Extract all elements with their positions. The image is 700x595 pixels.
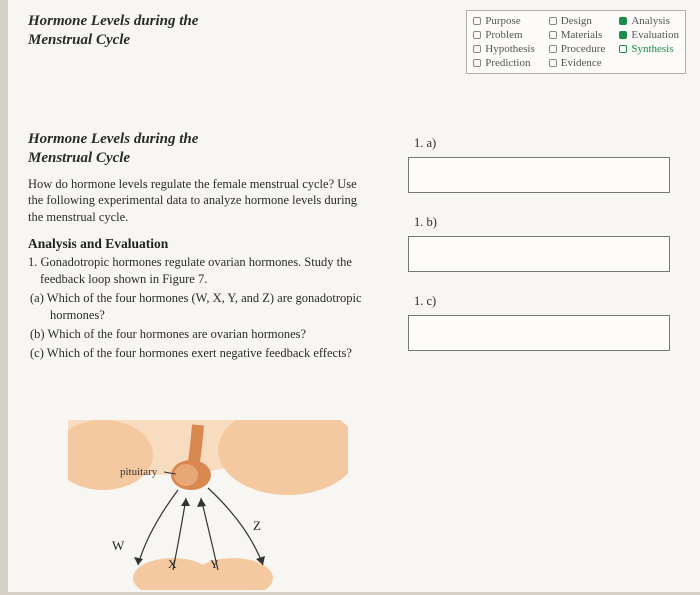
checkbox-icon: [549, 17, 557, 25]
checklist: Purpose Problem Hypothesis Prediction Desig…: [466, 10, 686, 74]
checklist-col-2: Design Materials Procedure Evidence: [549, 15, 606, 69]
checklist-label: Problem: [485, 29, 522, 41]
answer-column: 1. a) 1. b) 1. c): [408, 136, 678, 373]
checkbox-icon: [473, 59, 481, 67]
checkbox-icon: [549, 31, 557, 39]
answer-box-c[interactable]: [408, 315, 670, 351]
subtitle-line1: Hormone Levels during the: [28, 131, 198, 147]
intro-text: How do hormone levels regulate the femal…: [28, 176, 358, 227]
checkbox-icon: [473, 31, 481, 39]
checklist-item: Synthesis: [619, 43, 679, 55]
label-X: X: [168, 557, 177, 571]
checklist-item: Evidence: [549, 57, 606, 69]
q1c: (c) Which of the four hormones exert neg…: [28, 345, 373, 362]
checklist-label: Materials: [561, 29, 603, 41]
checklist-item: Prediction: [473, 57, 535, 69]
checkbox-icon: [549, 45, 557, 53]
checkbox-icon: [473, 45, 481, 53]
answer-box-a[interactable]: [408, 157, 670, 193]
answer-label-b: 1. b): [408, 215, 678, 230]
answer-label-c: 1. c): [408, 294, 678, 309]
question-list: 1. Gonadotropic hormones regulate ovaria…: [28, 254, 373, 361]
checklist-label: Hypothesis: [485, 43, 535, 55]
label-Z: Z: [253, 518, 261, 533]
answer-label-a: 1. a): [408, 136, 678, 151]
checklist-item: Materials: [549, 29, 606, 41]
checklist-label: Evaluation: [631, 29, 679, 41]
checklist-item: Design: [549, 15, 606, 27]
checklist-label: Synthesis: [631, 43, 673, 55]
checklist-label: Prediction: [485, 57, 530, 69]
label-Y: Y: [210, 557, 219, 571]
q1-lead: 1. Gonadotropic hormones regulate ovaria…: [28, 254, 373, 288]
pituitary-label: pituitary: [120, 466, 158, 478]
checkbox-icon: [619, 17, 627, 25]
checkbox-icon: [619, 45, 627, 53]
checklist-item: Problem: [473, 29, 535, 41]
answer-box-b[interactable]: [408, 236, 670, 272]
page-title: Hormone Levels during the Menstrual Cycl…: [28, 10, 198, 50]
checklist-col-3: Analysis Evaluation Synthesis: [619, 15, 679, 69]
feedback-diagram: pituitary W X Y Z: [68, 420, 348, 590]
title-line2: Menstrual Cycle: [28, 32, 130, 48]
title-line1: Hormone Levels during the: [28, 13, 198, 29]
label-W: W: [112, 538, 125, 553]
checklist-label: Evidence: [561, 57, 602, 69]
checklist-label: Procedure: [561, 43, 606, 55]
checklist-col-1: Purpose Problem Hypothesis Prediction: [473, 15, 535, 69]
checkbox-icon: [473, 17, 481, 25]
checklist-item: Hypothesis: [473, 43, 535, 55]
checklist-item: Purpose: [473, 15, 535, 27]
checkbox-icon: [619, 31, 627, 39]
checklist-item: Analysis: [619, 15, 679, 27]
checklist-item: Procedure: [549, 43, 606, 55]
checklist-item: Evaluation: [619, 29, 679, 41]
checklist-label: Analysis: [631, 15, 670, 27]
q1b: (b) Which of the four hormones are ovari…: [28, 326, 373, 343]
checklist-label: Purpose: [485, 15, 520, 27]
subtitle-line2: Menstrual Cycle: [28, 150, 130, 166]
checklist-label: Design: [561, 15, 592, 27]
checkbox-icon: [549, 59, 557, 67]
q1a: (a) Which of the four hormones (W, X, Y,…: [28, 290, 373, 324]
